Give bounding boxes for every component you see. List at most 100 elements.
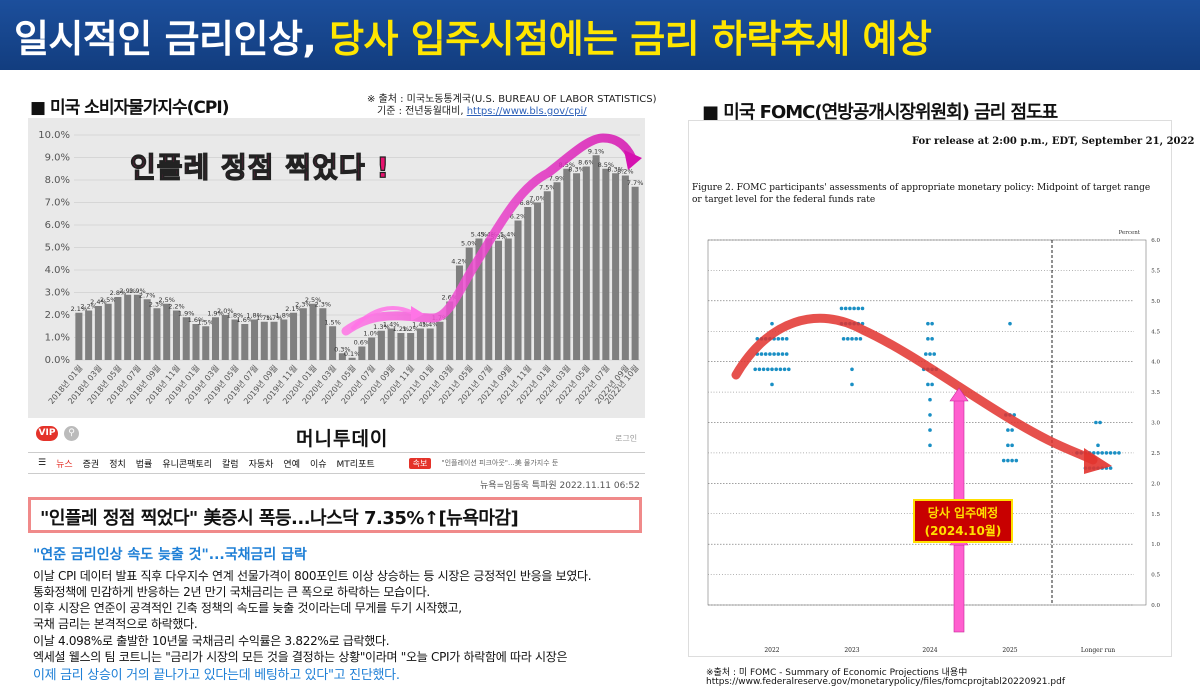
nav-item-mt-report[interactable]: MT리포트: [336, 459, 375, 470]
fomc-dot: [776, 337, 781, 341]
cpi-y-tick-label: 7.0%: [45, 198, 70, 209]
fomc-dot-plot: Percent 0.0 0.5 1.0 1.5 2.0 2.5 3.0 3.5 4.0 4.5 5.0…: [707, 230, 1160, 654]
cpi-bar-label: 2.6%: [441, 294, 458, 302]
nav-item-unicorn[interactable]: 유니콘팩토리: [162, 459, 213, 470]
cpi-bar-label: 1.3%: [373, 323, 390, 331]
news-logo[interactable]: 머니투데이: [296, 428, 389, 450]
fomc-dot: [770, 382, 774, 387]
fomc-x-label: 2024: [922, 647, 937, 654]
fomc-dot: [928, 428, 932, 432]
fomc-dot: [782, 367, 787, 372]
cpi-bar-label: 1.2%: [402, 325, 419, 333]
cpi-bar-label: 4.2%: [451, 258, 468, 266]
cpi-bar: [182, 317, 190, 360]
cpi-bar: [377, 330, 385, 360]
nav-item-auto[interactable]: 자동차: [248, 459, 274, 470]
fomc-dot: [928, 413, 932, 417]
cpi-bar-label: 2.3%: [295, 300, 312, 308]
fomc-dot: [843, 306, 848, 311]
cpi-bar: [455, 265, 463, 360]
move-in-label-line-2: (2024.10월): [924, 524, 1002, 538]
cpi-bar-label: 8.3%: [568, 165, 585, 173]
fomc-dot: [841, 337, 846, 341]
cpi-bar: [202, 326, 210, 360]
fomc-dot: [1010, 458, 1014, 463]
cpi-bar-label: 2.2%: [168, 303, 185, 311]
cpi-bar: [241, 324, 249, 360]
fomc-y-tick-label: 4.0: [1151, 360, 1160, 366]
cpi-bar-label: 7.7%: [627, 179, 644, 187]
cpi-bar: [280, 319, 288, 360]
cpi-bar: [494, 240, 503, 360]
nav-item-stocks[interactable]: 증권: [82, 459, 100, 470]
move-in-label: 당사 입주예정 (2024.10월): [913, 499, 1013, 543]
fomc-dot: [1094, 420, 1098, 425]
cpi-bar-label: 2.9%: [119, 287, 136, 295]
fomc-dot: [930, 337, 934, 341]
cpi-bar-label: 2.7%: [139, 291, 156, 299]
cpi-y-tick-label: 0.0%: [45, 355, 70, 366]
fomc-dot: [850, 337, 854, 341]
fomc-dot: [1104, 451, 1109, 455]
cpi-bar: [612, 173, 620, 360]
fomc-dot: [770, 321, 774, 326]
cpi-bar-label: 1.5%: [324, 318, 341, 326]
fomc-trend-arrow-head: [1084, 448, 1112, 474]
nav-item-column[interactable]: 칼럼: [222, 459, 239, 470]
cpi-bar-label: 2.4%: [90, 298, 107, 306]
cpi-bar: [543, 191, 551, 360]
cpi-bar: [153, 308, 161, 360]
cpi-bar: [504, 238, 512, 360]
fomc-section-title: ■ 미국 FOMC(연방공개시장위원회) 금리 점도표: [702, 102, 1058, 123]
cpi-bar: [260, 321, 268, 360]
fomc-dot: [926, 337, 930, 341]
cpi-bar: [436, 321, 444, 360]
fomc-dot: [774, 367, 778, 372]
vip-badge[interactable]: VIP: [36, 426, 58, 441]
bls-link[interactable]: https://www.bls.gov/cpi/: [466, 106, 587, 117]
cpi-bar: [485, 238, 493, 360]
fomc-dot: [924, 352, 928, 356]
fomc-dot: [776, 352, 781, 356]
fomc-dot: [757, 367, 762, 372]
fomc-x-label: 2022: [764, 647, 779, 654]
cpi-basis-text: 기준 : 전년동월대비,: [377, 106, 467, 117]
fomc-dot: [768, 352, 772, 356]
cpi-chart: 0.0% 1.0% 2.0% 3.0% 4.0% 5.0% 6.0% 7.0% 8.0% 9.0%…: [38, 130, 644, 406]
fomc-dot: [759, 352, 764, 356]
article-paragraph: 이후 시장은 연준이 공격적인 긴축 정책의 속도를 늦출 것이라는데 무게를 …: [33, 601, 462, 615]
cpi-bar-label: 7.0%: [529, 195, 546, 203]
cpi-bar-label: 2.5%: [158, 296, 175, 304]
fomc-dot: [780, 337, 785, 341]
cpi-bar: [270, 321, 278, 360]
article-paragraph: 이날 CPI 데이터 발표 직후 다우지수 연계 선물가격이 800포인트 이상…: [33, 569, 592, 583]
cpi-y-tick-label: 9.0%: [45, 153, 70, 164]
fomc-dot: [1006, 428, 1010, 432]
nav-item-issue[interactable]: 이슈: [309, 459, 327, 470]
login-link[interactable]: 로그인: [615, 434, 638, 443]
breaking-ticker[interactable]: "인플레이션 피크아웃"...美 물가지수 둔: [441, 459, 559, 467]
fomc-trend-arrow: [731, 313, 1098, 465]
news-header: [28, 422, 645, 492]
search-icon[interactable]: ⚲: [64, 426, 79, 441]
cpi-bar-label: 1.4%: [383, 321, 400, 329]
cpi-bar: [573, 173, 581, 360]
cpi-bar: [309, 303, 317, 360]
nav-item-politics[interactable]: 정치: [109, 459, 126, 470]
fomc-footnote-url[interactable]: https://www.federalreserve.gov/monetaryp…: [706, 677, 1065, 687]
nav-item-law[interactable]: 법률: [135, 459, 153, 470]
fomc-dot: [860, 306, 865, 311]
fomc-dot: [1096, 443, 1100, 448]
cpi-bar: [553, 182, 561, 360]
cpi-bar: [133, 294, 141, 360]
cpi-bar: [104, 303, 112, 360]
cpi-bar: [465, 247, 473, 360]
menu-icon[interactable]: ☰: [38, 458, 47, 468]
fomc-dot: [1108, 466, 1113, 470]
cpi-bar: [85, 310, 93, 360]
nav-item-news[interactable]: 뉴스: [56, 459, 73, 470]
cpi-trend-arrow: [341, 133, 637, 336]
cpi-source-line: ※ 출처 : 미국노동통계국(U.S. BUREAU OF LABOR STAT…: [367, 94, 657, 105]
nav-item-entertainment[interactable]: 연예: [283, 459, 300, 470]
fomc-x-label: 2023: [844, 647, 859, 654]
